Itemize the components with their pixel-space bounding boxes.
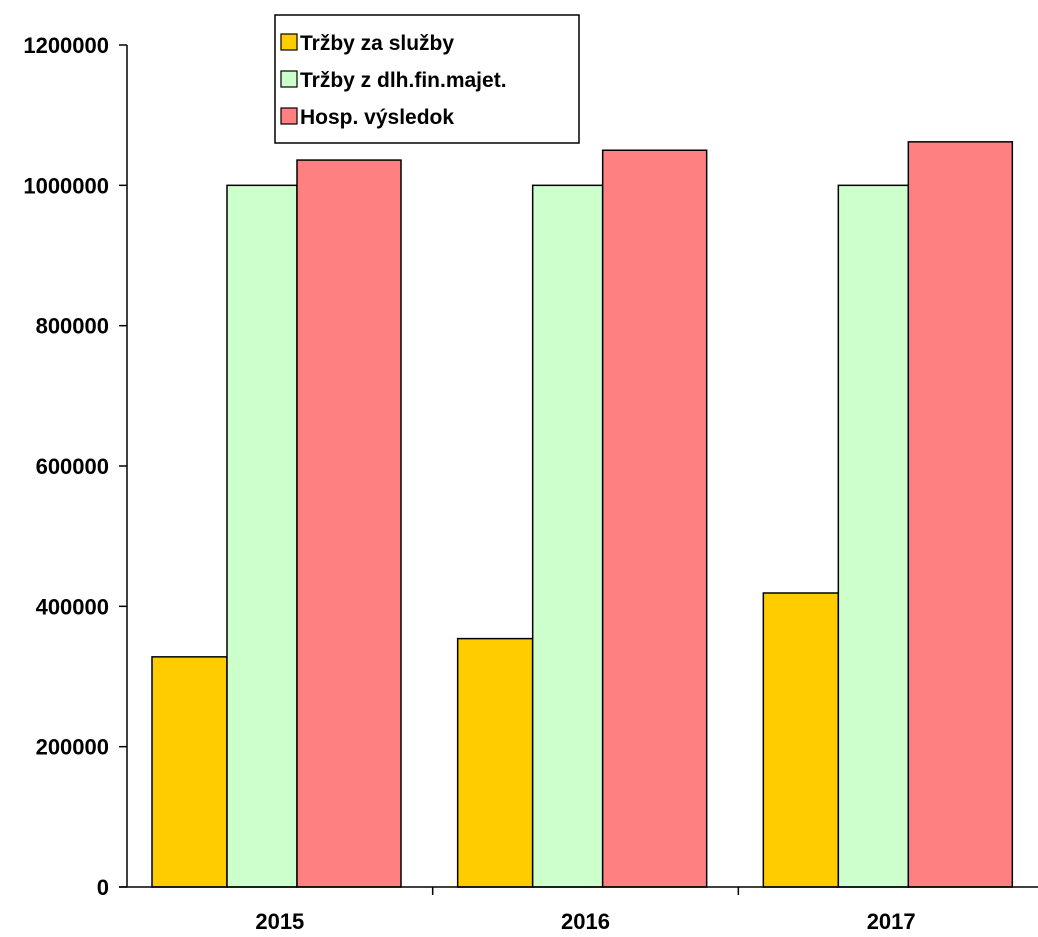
- bar-2017-series-3: [907, 141, 1014, 888]
- bar-2015-series-2: [226, 184, 298, 888]
- legend-label-2: Tržby z dlh.fin.majet.: [300, 69, 507, 92]
- y-tick-label: 400000: [36, 594, 109, 619]
- x-tick-label: 2016: [561, 909, 610, 934]
- y-tick-label: 1200000: [23, 33, 109, 58]
- y-tick-label: 200000: [36, 735, 109, 760]
- legend: Tržby za služby Tržby z dlh.fin.majet. Hos…: [274, 14, 580, 144]
- bars-layer: [151, 141, 1014, 888]
- y-tick-label: 1000000: [23, 173, 109, 198]
- legend-swatch-1: [280, 33, 298, 51]
- bar-2015-series-1: [151, 656, 228, 888]
- x-tick-label: 2015: [255, 909, 304, 934]
- legend-label-3: Hosp. výsledok: [300, 106, 454, 129]
- axes-layer: 0 200000 400000 600000 800000 1000000 1200000 2…: [23, 33, 1038, 934]
- x-tick-label: 2017: [867, 909, 916, 934]
- bar-2017-series-2: [837, 184, 910, 888]
- bar-2017-series-1: [762, 592, 840, 888]
- bar-2016-series-3: [601, 149, 708, 888]
- y-tick-label: 600000: [36, 454, 109, 479]
- legend-frame: [274, 14, 580, 144]
- bar-2015-series-3: [296, 159, 402, 888]
- legend-label-1: Tržby za služby: [300, 32, 454, 55]
- bar-2016-series-2: [531, 184, 604, 888]
- bar-2016-series-1: [456, 637, 534, 888]
- y-tick-label: 800000: [36, 314, 109, 339]
- legend-swatch-3: [280, 107, 298, 125]
- legend-swatch-2: [280, 70, 298, 88]
- y-tick-label: 0: [97, 875, 109, 900]
